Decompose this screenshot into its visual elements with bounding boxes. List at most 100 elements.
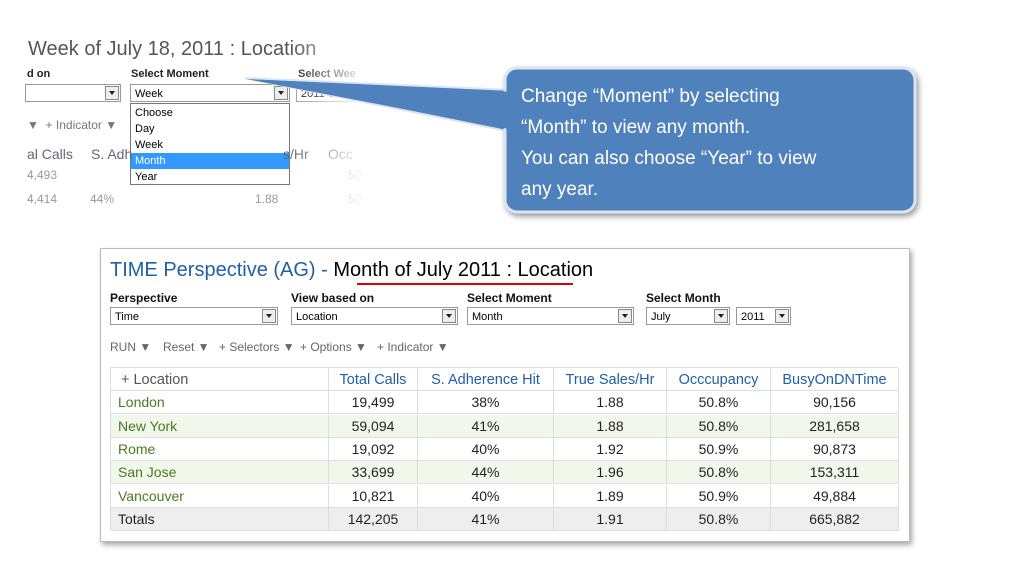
cell: 1.91 — [554, 507, 667, 531]
filter-label: Select Month — [646, 291, 721, 305]
dropdown-arrow — [714, 309, 728, 323]
filter-label: Select Wee — [298, 68, 356, 80]
cell: 90,156 — [771, 391, 899, 415]
cell: 38% — [418, 391, 554, 415]
filter-label: d on — [27, 68, 51, 80]
cell: Vancouver — [111, 484, 329, 508]
dropdown-option[interactable]: Month — [131, 153, 289, 169]
toolbar: ▼ + Indicator ▼ — [27, 118, 118, 132]
dropdown-option[interactable]: Choose — [135, 107, 173, 119]
cell: 90,873 — [771, 437, 899, 461]
cell: 19,092 — [329, 437, 418, 461]
cell: 4,493 — [27, 168, 58, 182]
column-header[interactable]: Occcupancy — [667, 368, 771, 391]
filter-label: Perspective — [110, 291, 178, 305]
cell: San Jose — [111, 461, 329, 485]
cell: 50 — [348, 168, 362, 182]
dropdown-screenshot: Week of July 18, 2011 : Location d on Sele… — [0, 30, 376, 210]
title: Week of July 18, 2011 : Location — [28, 38, 317, 60]
dropdown-arrow — [442, 309, 456, 323]
select[interactable]: Month — [467, 307, 634, 325]
cell: 40% — [418, 437, 554, 461]
column-header: al Calls — [27, 146, 73, 162]
filter-label: Select Moment — [467, 291, 552, 305]
toolbar-item[interactable]: + Options ▼ — [300, 340, 367, 354]
cell: 41% — [418, 507, 554, 531]
column-header[interactable]: + Location — [111, 368, 329, 391]
cell: 50.9% — [667, 437, 771, 461]
cell: 1.88 — [255, 192, 279, 206]
cell: 44% — [418, 461, 554, 485]
cell: London — [111, 391, 329, 415]
dropdown-option[interactable]: Week — [135, 139, 163, 151]
select[interactable]: Week — [130, 84, 290, 102]
cell: Rome — [111, 437, 329, 461]
dropdown-arrow — [262, 309, 276, 323]
toolbar-item[interactable]: RUN ▼ — [110, 340, 152, 354]
select[interactable]: Location — [291, 307, 458, 325]
callout-box — [503, 66, 917, 214]
column-header[interactable]: S. Adherence Hit — [418, 368, 554, 391]
cell: 49,884 — [771, 484, 899, 508]
cell: 50.8% — [667, 414, 771, 438]
dropdown-arrow — [775, 309, 789, 323]
cell: 50.8% — [667, 461, 771, 485]
callout-text: Change “Moment” by selecting “Month” to v… — [521, 81, 816, 205]
title-main: Month of July 2011 : Location — [333, 259, 594, 281]
callout-line: You can also choose “Year” to view — [521, 148, 817, 169]
cell: 10,821 — [329, 484, 418, 508]
dropdown-arrow — [618, 309, 632, 323]
title-underline — [357, 283, 573, 285]
column-header: s/Hr — [283, 146, 309, 162]
select[interactable]: 2011 — [736, 307, 791, 325]
cell: Totals — [111, 507, 329, 531]
callout-line: Change “Moment” by selecting — [521, 86, 780, 107]
cell: 1.96 — [554, 461, 667, 485]
cell: 50.8% — [667, 391, 771, 415]
cell: 40% — [418, 484, 554, 508]
cell: 153,311 — [771, 461, 899, 485]
cell: 50.9% — [667, 484, 771, 508]
dropdown-option[interactable]: Year — [135, 171, 158, 183]
callout-pointer-fill — [246, 79, 514, 130]
filter-label: View based on — [291, 291, 375, 305]
column-header[interactable]: Total Calls — [329, 368, 418, 391]
cell: 41% — [418, 414, 554, 438]
dropdown-option[interactable]: Day — [135, 123, 155, 135]
toolbar-item[interactable]: + Indicator ▼ — [377, 340, 449, 354]
cell: 1.88 — [554, 414, 667, 438]
filter-label: Select Moment — [131, 68, 209, 80]
panel-title: TIME Perspective (AG) - Month of July 20… — [110, 259, 593, 282]
cell: 1.88 — [554, 391, 667, 415]
dropdown-arrow — [105, 86, 119, 100]
cell: 1.89 — [554, 484, 667, 508]
column-header: S. Adh — [91, 146, 133, 162]
cell: New York — [111, 414, 329, 438]
cell: 19,499 — [329, 391, 418, 415]
callout-line: “Month” to view any month. — [521, 117, 751, 138]
cell: 142,205 — [329, 507, 418, 531]
cell: 1.92 — [554, 437, 667, 461]
column-header[interactable]: BusyOnDNTime — [771, 368, 899, 391]
toolbar-item[interactable]: Reset ▼ — [163, 340, 210, 354]
cell: 50.8% — [667, 507, 771, 531]
column-header[interactable]: True Sales/Hr — [554, 368, 667, 391]
report-panel: TIME Perspective (AG) - Month of July 20… — [100, 248, 910, 542]
column-header: Occ — [328, 146, 353, 162]
callout-line: any year. — [521, 179, 599, 200]
cell: 44% — [90, 192, 115, 206]
toolbar-item[interactable]: + Selectors ▼ — [219, 340, 295, 354]
select[interactable]: Time — [110, 307, 278, 325]
cell: 281,658 — [771, 414, 899, 438]
data-table: + Location Total Calls S. Adherence Hit Tru… — [110, 367, 899, 531]
dropdown-list: Choose Day Week Month Year — [130, 103, 290, 185]
cell: 50 — [348, 192, 362, 206]
cell: 59,094 — [329, 414, 418, 438]
select[interactable] — [25, 84, 121, 102]
cell: 665,882 — [771, 507, 899, 531]
select[interactable]: July — [646, 307, 730, 325]
cell: 33,699 — [329, 461, 418, 485]
dropdown-arrow — [274, 86, 288, 100]
